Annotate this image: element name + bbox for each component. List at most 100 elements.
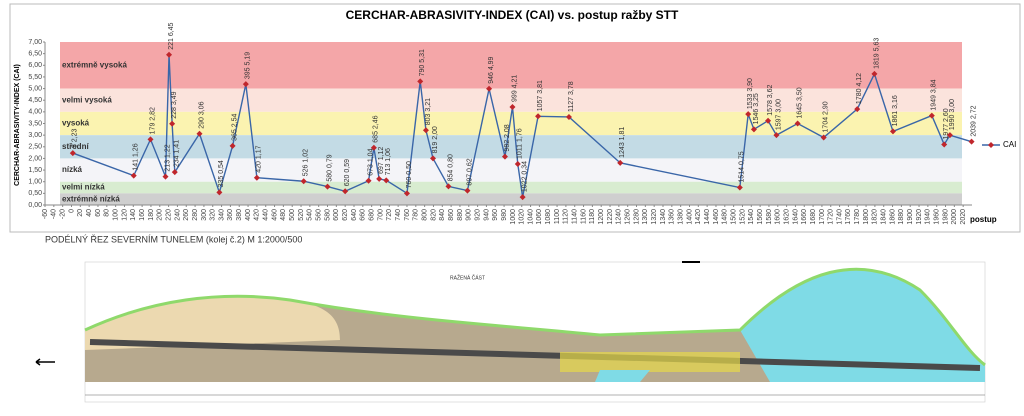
x-tick-label: 1400 (686, 209, 693, 225)
x-tick-label: 940 (483, 209, 490, 221)
band-label: extrémně nízká (62, 194, 120, 203)
x-tick-label: 1480 (722, 209, 729, 225)
value-label: 1597 3,00 (775, 99, 782, 130)
x-tick-label: -40 (51, 209, 58, 219)
value-label: 819 2,00 (432, 126, 439, 153)
data-point (501, 153, 508, 160)
value-label: 1645 3,50 (796, 87, 803, 118)
y-axis-label: CERCHAR-ABRASIVITY-INDEX (CAI) (14, 64, 21, 186)
data-point (736, 184, 743, 191)
band (60, 111, 962, 136)
value-label: 1861 3,16 (892, 95, 899, 126)
x-tick-label: 1740 (836, 209, 843, 225)
value-label: 228 3,49 (171, 91, 178, 118)
x-tick-label: 220 (165, 209, 172, 221)
x-tick-label: 620 (342, 209, 349, 221)
x-tick-label: 1460 (713, 209, 720, 225)
x-tick-label: 60 (95, 209, 102, 217)
value-label: 897 0,62 (466, 158, 473, 185)
x-tick-label: 1040 (527, 209, 534, 225)
data-point (535, 113, 542, 120)
x-tick-label: 1820 (872, 209, 879, 225)
x-tick-label: 860 (448, 209, 455, 221)
y-tick-label: 2,50 (28, 144, 42, 151)
band (60, 181, 962, 194)
data-point (166, 51, 173, 58)
x-tick-label: 720 (386, 209, 393, 221)
value-label: 1514 0,75 (739, 151, 746, 182)
data-point (871, 70, 878, 77)
data-point (889, 128, 896, 135)
value-label: 803 3,21 (425, 98, 432, 125)
y-tick-label: 1,50 (28, 167, 42, 174)
x-tick-label: 80 (104, 209, 111, 217)
value-label: 1011 1,76 (517, 128, 524, 159)
data-point (229, 142, 236, 149)
data-point (750, 126, 757, 133)
x-tick-label: 740 (395, 209, 402, 221)
value-label: 1704 2,90 (823, 101, 830, 132)
data-point (854, 106, 861, 113)
x-tick-label: 1920 (916, 209, 923, 225)
data-point (216, 189, 223, 196)
data-point (968, 138, 975, 145)
x-tick-label: 1360 (669, 209, 676, 225)
y-tick-label: 1,00 (28, 179, 42, 186)
x-tick-label: 920 (474, 209, 481, 221)
data-point (430, 155, 437, 162)
band (60, 42, 962, 89)
band (60, 193, 962, 205)
value-label: 982 2,08 (504, 124, 511, 151)
value-label: 1780 4,12 (856, 73, 863, 104)
legend-marker (988, 142, 994, 148)
section-title: PODÉLNÝ ŘEZ SEVERNÍM TUNELEM (kolej č.2)… (45, 234, 302, 244)
value-label: 1977 2,60 (943, 108, 950, 139)
x-tick-label: 260 (183, 209, 190, 221)
x-tick-label: 1980 (942, 209, 949, 225)
band-label: velmi vysoká (62, 95, 112, 104)
x-tick-label: 1300 (642, 209, 649, 225)
data-point (565, 113, 572, 120)
data-point (196, 130, 203, 137)
x-tick-label: 1220 (607, 209, 614, 225)
data-point (773, 132, 780, 139)
value-label: 3 2,23 (72, 129, 79, 149)
data-point (422, 127, 429, 134)
data-point (376, 175, 383, 182)
value-label: 854 0,80 (447, 154, 454, 181)
x-tick-label: 1840 (881, 209, 888, 225)
band-label: velmi nízká (62, 183, 105, 192)
value-label: 999 4,21 (511, 75, 518, 102)
x-tick-label: 1780 (854, 209, 861, 225)
value-label: 290 3,06 (198, 101, 205, 128)
data-point (941, 141, 948, 148)
section-part-label: RAŽENÁ ČÁST (450, 273, 485, 281)
x-tick-label: 240 (174, 209, 181, 221)
x-tick-label: 560 (316, 209, 323, 221)
x-tick-label: 400 (245, 209, 252, 221)
x-tick-label: 1720 (828, 209, 835, 225)
x-tick-label: 1340 (660, 209, 667, 225)
data-point (617, 159, 624, 166)
x-tick-label: 100 (112, 209, 119, 221)
x-tick-label: 1260 (625, 209, 632, 225)
legend-label: CAI (1003, 140, 1016, 149)
y-tick-label: 6,00 (28, 62, 42, 69)
x-tick-label: 460 (271, 209, 278, 221)
x-tick-label: -20 (60, 209, 67, 219)
x-tick-label: 900 (466, 209, 473, 221)
x-tick-label: 340 (218, 209, 225, 221)
y-tick-label: 0,50 (28, 190, 42, 197)
data-point (514, 161, 521, 168)
value-label: 1578 3,62 (767, 84, 774, 115)
x-tick-label: 760 (404, 209, 411, 221)
x-tick-label: 1280 (633, 209, 640, 225)
data-point (69, 150, 76, 157)
x-tick-label: 1080 (545, 209, 552, 225)
value-label: 1819 5,63 (873, 38, 880, 69)
data-point (383, 177, 390, 184)
x-tick-label: 40 (86, 209, 93, 217)
x-tick-label: 1640 (792, 209, 799, 225)
x-tick-label: 1240 (616, 209, 623, 225)
x-tick-label: 520 (298, 209, 305, 221)
